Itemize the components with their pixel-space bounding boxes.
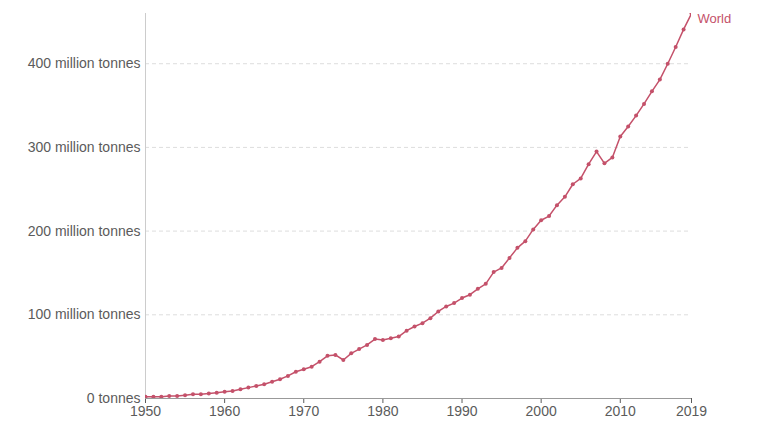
svg-text:1990: 1990 xyxy=(446,403,477,419)
svg-text:0 tonnes: 0 tonnes xyxy=(86,390,141,406)
svg-text:1980: 1980 xyxy=(367,403,398,419)
svg-text:100 million tonnes: 100 million tonnes xyxy=(28,306,141,322)
svg-text:2010: 2010 xyxy=(605,403,636,419)
svg-text:World: World xyxy=(698,11,732,26)
svg-text:200 million tonnes: 200 million tonnes xyxy=(28,223,141,239)
svg-text:400 million tonnes: 400 million tonnes xyxy=(28,55,141,71)
svg-text:2019: 2019 xyxy=(676,403,707,419)
svg-text:1970: 1970 xyxy=(288,403,319,419)
svg-text:1950: 1950 xyxy=(130,403,161,419)
svg-text:300 million tonnes: 300 million tonnes xyxy=(28,139,141,155)
svg-text:1960: 1960 xyxy=(209,403,240,419)
svg-text:2000: 2000 xyxy=(526,403,557,419)
